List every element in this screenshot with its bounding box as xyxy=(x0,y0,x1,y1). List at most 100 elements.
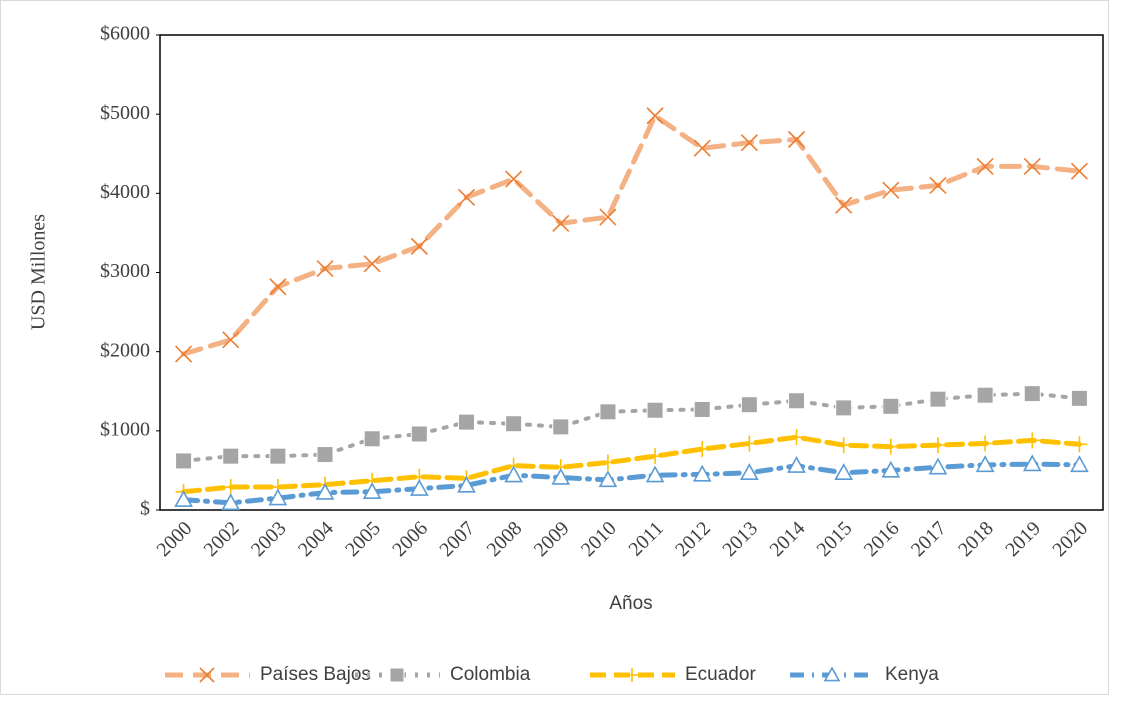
marker xyxy=(1022,454,1042,472)
x-tick-label: 2016 xyxy=(860,517,904,561)
marker xyxy=(929,437,946,454)
x-tick-label: 2006 xyxy=(388,517,432,561)
marker xyxy=(222,479,239,496)
chart-frame xyxy=(0,0,1109,695)
marker xyxy=(552,214,570,232)
marker xyxy=(835,196,853,214)
marker xyxy=(882,438,899,455)
marker xyxy=(929,390,947,408)
marker xyxy=(222,331,240,349)
marker xyxy=(174,490,193,507)
marker xyxy=(457,475,476,493)
marker xyxy=(222,447,240,465)
legend-label: Países Bajos xyxy=(260,664,371,685)
marker xyxy=(835,437,852,454)
x-tick-label: 2015 xyxy=(813,517,857,561)
x-axis-label: Años xyxy=(609,593,652,614)
marker xyxy=(598,470,618,488)
marker xyxy=(363,255,381,273)
marker xyxy=(788,429,805,446)
marker xyxy=(599,403,617,421)
series-line xyxy=(181,461,1082,506)
legend-item: Colombia xyxy=(355,664,531,685)
marker xyxy=(741,435,758,452)
x-tick-label: 2013 xyxy=(718,517,762,561)
marker xyxy=(929,176,947,194)
marker xyxy=(645,465,665,483)
x-tick-label: 2004 xyxy=(294,517,338,561)
x-tick-label: 2005 xyxy=(341,517,385,561)
marker xyxy=(692,464,712,482)
marker xyxy=(693,400,711,418)
marker xyxy=(881,460,901,478)
x-tick-label: 2002 xyxy=(200,517,244,561)
x-tick-label: 2003 xyxy=(247,517,291,561)
marker xyxy=(599,208,617,226)
marker xyxy=(504,465,523,483)
marker xyxy=(221,493,241,511)
x-tick-label: 2008 xyxy=(483,517,527,561)
x-tick-label: 2011 xyxy=(625,517,668,560)
marker xyxy=(552,418,570,436)
marker xyxy=(647,448,664,465)
legend-label: Ecuador xyxy=(685,664,756,685)
marker xyxy=(1023,385,1041,403)
legend-item: Ecuador xyxy=(590,664,756,685)
marker xyxy=(389,667,405,683)
marker xyxy=(175,452,193,470)
y-tick-label: $4000 xyxy=(100,181,150,203)
marker xyxy=(599,454,616,471)
marker xyxy=(787,130,806,149)
marker xyxy=(457,188,476,206)
marker xyxy=(787,456,806,473)
legend-item: Kenya xyxy=(790,664,939,685)
marker xyxy=(363,430,381,448)
x-tick-label: 2000 xyxy=(153,517,197,561)
marker xyxy=(976,157,994,175)
y-tick-label: $3000 xyxy=(100,260,150,282)
marker xyxy=(409,478,429,496)
marker xyxy=(694,441,711,458)
x-tick-label: 2007 xyxy=(435,517,479,561)
marker xyxy=(740,134,758,152)
marker xyxy=(646,401,664,419)
marker xyxy=(269,447,287,465)
marker xyxy=(976,386,994,404)
marker xyxy=(316,259,334,278)
marker xyxy=(316,446,334,464)
marker xyxy=(1023,157,1041,175)
marker xyxy=(740,396,758,414)
marker xyxy=(882,181,900,199)
x-tick-label: 2017 xyxy=(907,517,951,561)
marker xyxy=(1024,432,1041,449)
y-tick-label: $1000 xyxy=(100,418,150,440)
marker xyxy=(362,482,382,499)
x-tick-label: 2018 xyxy=(954,517,998,561)
marker xyxy=(975,455,995,473)
marker xyxy=(693,139,711,157)
y-tick-label: $ xyxy=(140,498,150,520)
marker xyxy=(551,467,571,485)
marker xyxy=(1070,455,1089,473)
legend-label: Kenya xyxy=(885,664,939,685)
marker xyxy=(175,345,193,363)
y-axis-label: USD Millones xyxy=(28,214,50,330)
marker xyxy=(823,666,841,682)
marker xyxy=(928,457,948,475)
plot-frame xyxy=(159,34,1104,511)
marker xyxy=(740,463,759,480)
legend-label: Colombia xyxy=(450,664,531,685)
marker xyxy=(646,107,664,125)
x-tick-label: 2020 xyxy=(1048,517,1092,561)
marker xyxy=(269,278,287,296)
y-tick-label: $2000 xyxy=(100,339,150,361)
legend-item: Países Bajos xyxy=(165,664,371,685)
marker xyxy=(199,667,215,683)
x-tick-label: 2014 xyxy=(765,517,809,561)
series-line xyxy=(181,112,1082,357)
marker xyxy=(315,482,335,500)
y-tick-label: $6000 xyxy=(100,23,150,45)
marker xyxy=(834,463,854,480)
marker xyxy=(788,392,806,410)
